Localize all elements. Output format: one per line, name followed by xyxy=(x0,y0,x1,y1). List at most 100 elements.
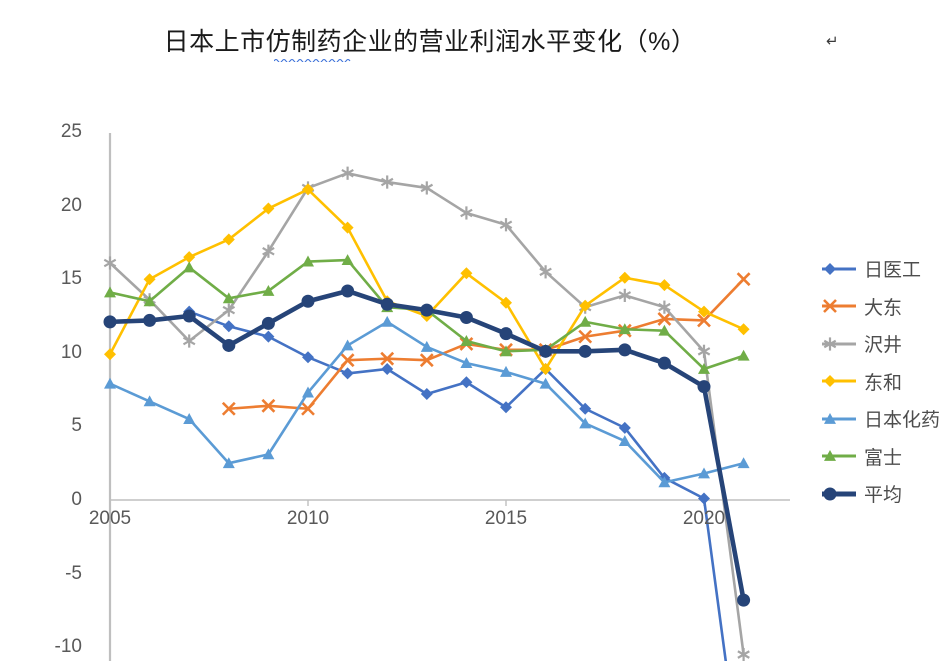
data-point-marker xyxy=(657,312,672,326)
data-point-marker xyxy=(143,273,156,286)
data-point-marker xyxy=(460,267,473,280)
y-axis-tick-label: -5 xyxy=(65,562,82,584)
data-point-marker xyxy=(824,450,836,462)
legend-marker-icon xyxy=(820,446,858,466)
y-axis-tick-label: 5 xyxy=(71,415,82,437)
legend-item-5[interactable]: 日本化药 xyxy=(820,400,947,438)
data-point-marker xyxy=(697,380,711,394)
data-point-marker xyxy=(500,365,512,377)
data-point-marker xyxy=(380,175,394,189)
series-7 xyxy=(103,284,751,607)
data-point-marker xyxy=(737,349,750,361)
legend-marker-icon xyxy=(820,334,858,354)
data-point-marker xyxy=(824,375,836,388)
data-point-marker xyxy=(262,244,275,258)
data-point-marker xyxy=(380,351,395,366)
data-point-marker xyxy=(183,261,196,273)
data-point-marker xyxy=(222,233,235,246)
data-point-marker xyxy=(262,330,275,343)
legend-item-2[interactable]: 大东 xyxy=(820,288,947,326)
data-point-marker xyxy=(381,315,394,327)
data-point-marker xyxy=(578,344,592,358)
data-point-marker xyxy=(222,457,235,469)
data-point-marker xyxy=(302,183,314,196)
legend-item-label: 日医工 xyxy=(864,260,922,282)
legend-item-6[interactable]: 富士 xyxy=(820,438,947,476)
data-point-marker xyxy=(143,395,156,407)
data-point-marker xyxy=(222,320,235,333)
data-point-marker xyxy=(736,272,751,287)
data-point-marker xyxy=(262,448,275,460)
x-axis-tick-label: 2010 xyxy=(286,508,330,529)
data-point-marker xyxy=(658,476,671,488)
legend-item-label: 日本化药 xyxy=(864,410,941,432)
data-point-marker xyxy=(737,593,751,607)
legend-item-label: 东和 xyxy=(864,372,903,394)
x-axis-tick-label: 2020 xyxy=(682,508,726,529)
legend-item-3[interactable]: 沢井 xyxy=(820,325,947,363)
data-point-marker xyxy=(618,271,631,284)
legend-marker-icon xyxy=(820,371,858,391)
legend-marker-icon xyxy=(820,296,858,316)
data-point-marker xyxy=(578,329,593,344)
data-point-marker xyxy=(420,181,434,195)
y-axis-tick-label: 0 xyxy=(71,489,82,510)
data-point-marker xyxy=(657,356,671,370)
spellcheck-underline-icon xyxy=(274,58,351,62)
data-point-marker xyxy=(222,303,236,317)
data-point-marker xyxy=(104,377,116,389)
legend-item-4[interactable]: 东和 xyxy=(820,363,947,401)
data-point-marker xyxy=(539,344,553,358)
data-point-marker xyxy=(380,297,394,311)
data-point-marker xyxy=(824,412,836,424)
data-point-marker xyxy=(221,401,236,416)
data-point-marker xyxy=(618,323,631,335)
data-point-marker xyxy=(737,647,750,661)
y-axis-tick-label: 15 xyxy=(60,268,82,290)
y-axis-tick-label: 20 xyxy=(60,194,82,216)
data-point-marker xyxy=(182,309,196,323)
data-point-marker xyxy=(420,303,434,317)
legend-item-7[interactable]: 平均 xyxy=(820,475,947,513)
series-line xyxy=(108,171,745,656)
data-point-marker xyxy=(698,362,710,374)
data-point-marker xyxy=(579,417,592,429)
data-point-marker xyxy=(539,362,552,375)
data-point-marker xyxy=(420,340,433,352)
data-point-marker xyxy=(618,435,631,447)
legend-item-label: 大东 xyxy=(864,297,903,319)
data-point-marker xyxy=(579,315,592,327)
legend-item-label: 平均 xyxy=(864,485,903,507)
data-point-marker xyxy=(143,313,157,327)
data-point-marker xyxy=(539,265,552,279)
legend-marker-icon xyxy=(820,484,858,504)
data-point-marker xyxy=(104,348,116,361)
x-axis-tick-label: 2005 xyxy=(88,508,132,529)
series-5 xyxy=(104,315,750,488)
data-point-marker xyxy=(341,284,355,298)
data-point-marker xyxy=(698,305,710,318)
data-point-marker xyxy=(419,353,434,368)
data-point-marker xyxy=(341,367,354,380)
data-point-marker xyxy=(539,377,552,389)
data-point-marker xyxy=(103,315,117,329)
series-3 xyxy=(103,166,750,661)
data-point-marker xyxy=(262,202,275,215)
data-point-marker xyxy=(500,401,512,414)
data-point-marker xyxy=(262,284,275,296)
legend-marker-icon xyxy=(820,259,858,279)
data-point-marker xyxy=(823,299,837,314)
data-point-marker xyxy=(341,339,354,351)
data-point-marker xyxy=(183,251,196,264)
data-point-marker xyxy=(222,292,235,304)
data-point-marker xyxy=(459,310,473,324)
data-point-marker xyxy=(618,421,631,434)
paragraph-mark: ↵ xyxy=(826,33,839,50)
legend-item-1[interactable]: 日医工 xyxy=(820,250,947,288)
data-point-marker xyxy=(103,256,117,270)
data-point-marker xyxy=(143,295,156,307)
legend-item-label: 沢井 xyxy=(864,335,903,357)
data-point-marker xyxy=(658,300,671,314)
